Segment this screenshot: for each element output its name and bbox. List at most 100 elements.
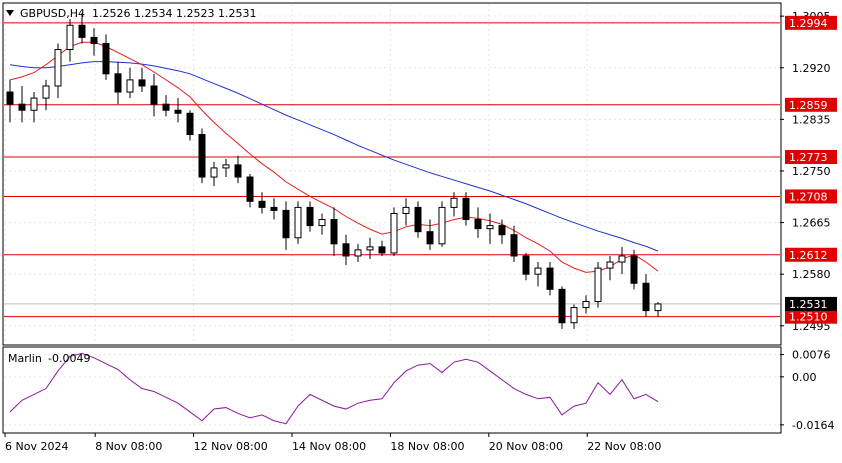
- candle-body-bear: [90, 36, 98, 44]
- candle: [138, 67, 146, 93]
- candle-body-bear: [102, 42, 110, 75]
- candle-body-bull: [618, 255, 626, 263]
- price-grid: [4, 4, 780, 344]
- candle: [270, 198, 278, 220]
- candle-body-bull: [30, 97, 38, 111]
- level-label-box: [785, 309, 837, 324]
- candle-body-bear: [234, 164, 242, 178]
- candle: [294, 201, 302, 244]
- price-tick-label: 1.2920: [792, 62, 831, 75]
- price-tick-label: 1.2750: [792, 165, 831, 178]
- indicator-panel-frame: [2, 346, 782, 434]
- candle-body-bull: [294, 206, 302, 239]
- candle: [78, 13, 86, 44]
- level-labels: 1.29941.28591.27731.27081.26121.25101.25…: [785, 15, 837, 324]
- symbol-menu-triangle-icon[interactable]: [6, 10, 14, 16]
- candle: [234, 155, 242, 184]
- time-tick-label: 14 Nov 08:00: [292, 440, 366, 453]
- candle: [282, 201, 290, 250]
- level-label-text: 1.2612: [789, 249, 828, 262]
- candle-body-bull: [318, 219, 326, 227]
- candle: [462, 192, 470, 226]
- price-panel-frame: [2, 2, 782, 346]
- symbol-label: GBPUSD,H4: [20, 7, 85, 20]
- candle: [126, 67, 134, 99]
- candle: [246, 174, 254, 208]
- indicator-tick-label: 0.0076: [792, 349, 831, 362]
- candle-body-bear: [378, 246, 386, 254]
- level-label-box: [785, 247, 837, 262]
- level-label-text: 1.2510: [789, 311, 828, 324]
- time-axis: 6 Nov 2024 8 Nov 08:00 12 Nov 08:00 14 Nov …: [4, 433, 661, 453]
- candle-body-bear: [174, 109, 182, 114]
- candle: [6, 79, 14, 123]
- candle-body-bull: [390, 212, 398, 254]
- candle: [486, 213, 494, 244]
- candle-body-bear: [630, 255, 638, 284]
- support-resistance-levels[interactable]: [4, 22, 780, 318]
- indicator-name: Marlin: [8, 352, 42, 365]
- candle-body-bull: [366, 246, 374, 251]
- candle-body-bear: [6, 91, 14, 105]
- candle-body-bull: [438, 206, 446, 245]
- indicator-grid: [4, 354, 780, 426]
- candle-body-bull: [210, 167, 218, 178]
- indicator-value: -0.0049: [48, 352, 90, 365]
- candle: [654, 302, 662, 317]
- level-label-box: [785, 97, 837, 112]
- candle-body-bull: [570, 307, 578, 324]
- candle-body-bear: [186, 112, 194, 136]
- candle: [510, 225, 518, 263]
- level-label-box: [785, 150, 837, 164]
- candle-body-bear: [306, 206, 314, 227]
- candle-body-bear: [246, 176, 254, 202]
- candle: [222, 158, 230, 178]
- candle: [630, 249, 638, 290]
- candle-body-bull: [42, 85, 50, 99]
- candle: [558, 286, 566, 329]
- level-label-box: [785, 15, 837, 30]
- level-label-text: 1.2708: [789, 190, 828, 203]
- candle-body-bull: [594, 267, 602, 303]
- candle: [618, 246, 626, 275]
- candle: [102, 34, 110, 80]
- time-tick-label: 22 Nov 08:00: [587, 440, 661, 453]
- candle: [366, 237, 374, 259]
- candle: [534, 262, 542, 287]
- candle: [30, 92, 38, 123]
- candle: [606, 255, 614, 281]
- candle-body-bear: [198, 134, 206, 178]
- time-tick-label: 18 Nov 08:00: [390, 440, 464, 453]
- candle: [642, 274, 650, 317]
- candle-body-bull: [486, 225, 494, 230]
- candle: [402, 198, 410, 226]
- candle: [90, 28, 98, 56]
- candle: [426, 219, 434, 250]
- candle-body-bear: [342, 243, 350, 257]
- candle-body-bear: [510, 234, 518, 257]
- candle-body-bear: [522, 255, 530, 275]
- candle: [378, 240, 386, 256]
- candle: [198, 128, 206, 184]
- candle: [66, 19, 74, 62]
- candle: [354, 243, 362, 263]
- candle-body-bear: [282, 209, 290, 239]
- candle-body-bull: [450, 197, 458, 208]
- candle: [582, 295, 590, 314]
- time-tick-label: 8 Nov 08:00: [95, 440, 162, 453]
- candle-body-bull: [402, 206, 410, 214]
- candle-body-bear: [138, 79, 146, 87]
- candle: [174, 98, 182, 123]
- candlesticks: [6, 13, 662, 329]
- current-price-box: [785, 296, 837, 311]
- candle: [594, 262, 602, 308]
- candle: [546, 262, 554, 296]
- candle: [474, 207, 482, 238]
- candle: [210, 161, 218, 187]
- candle: [162, 95, 170, 117]
- marlin-oscillator-line: [9, 352, 659, 425]
- candle-body-bull: [54, 49, 62, 87]
- candle: [54, 43, 62, 99]
